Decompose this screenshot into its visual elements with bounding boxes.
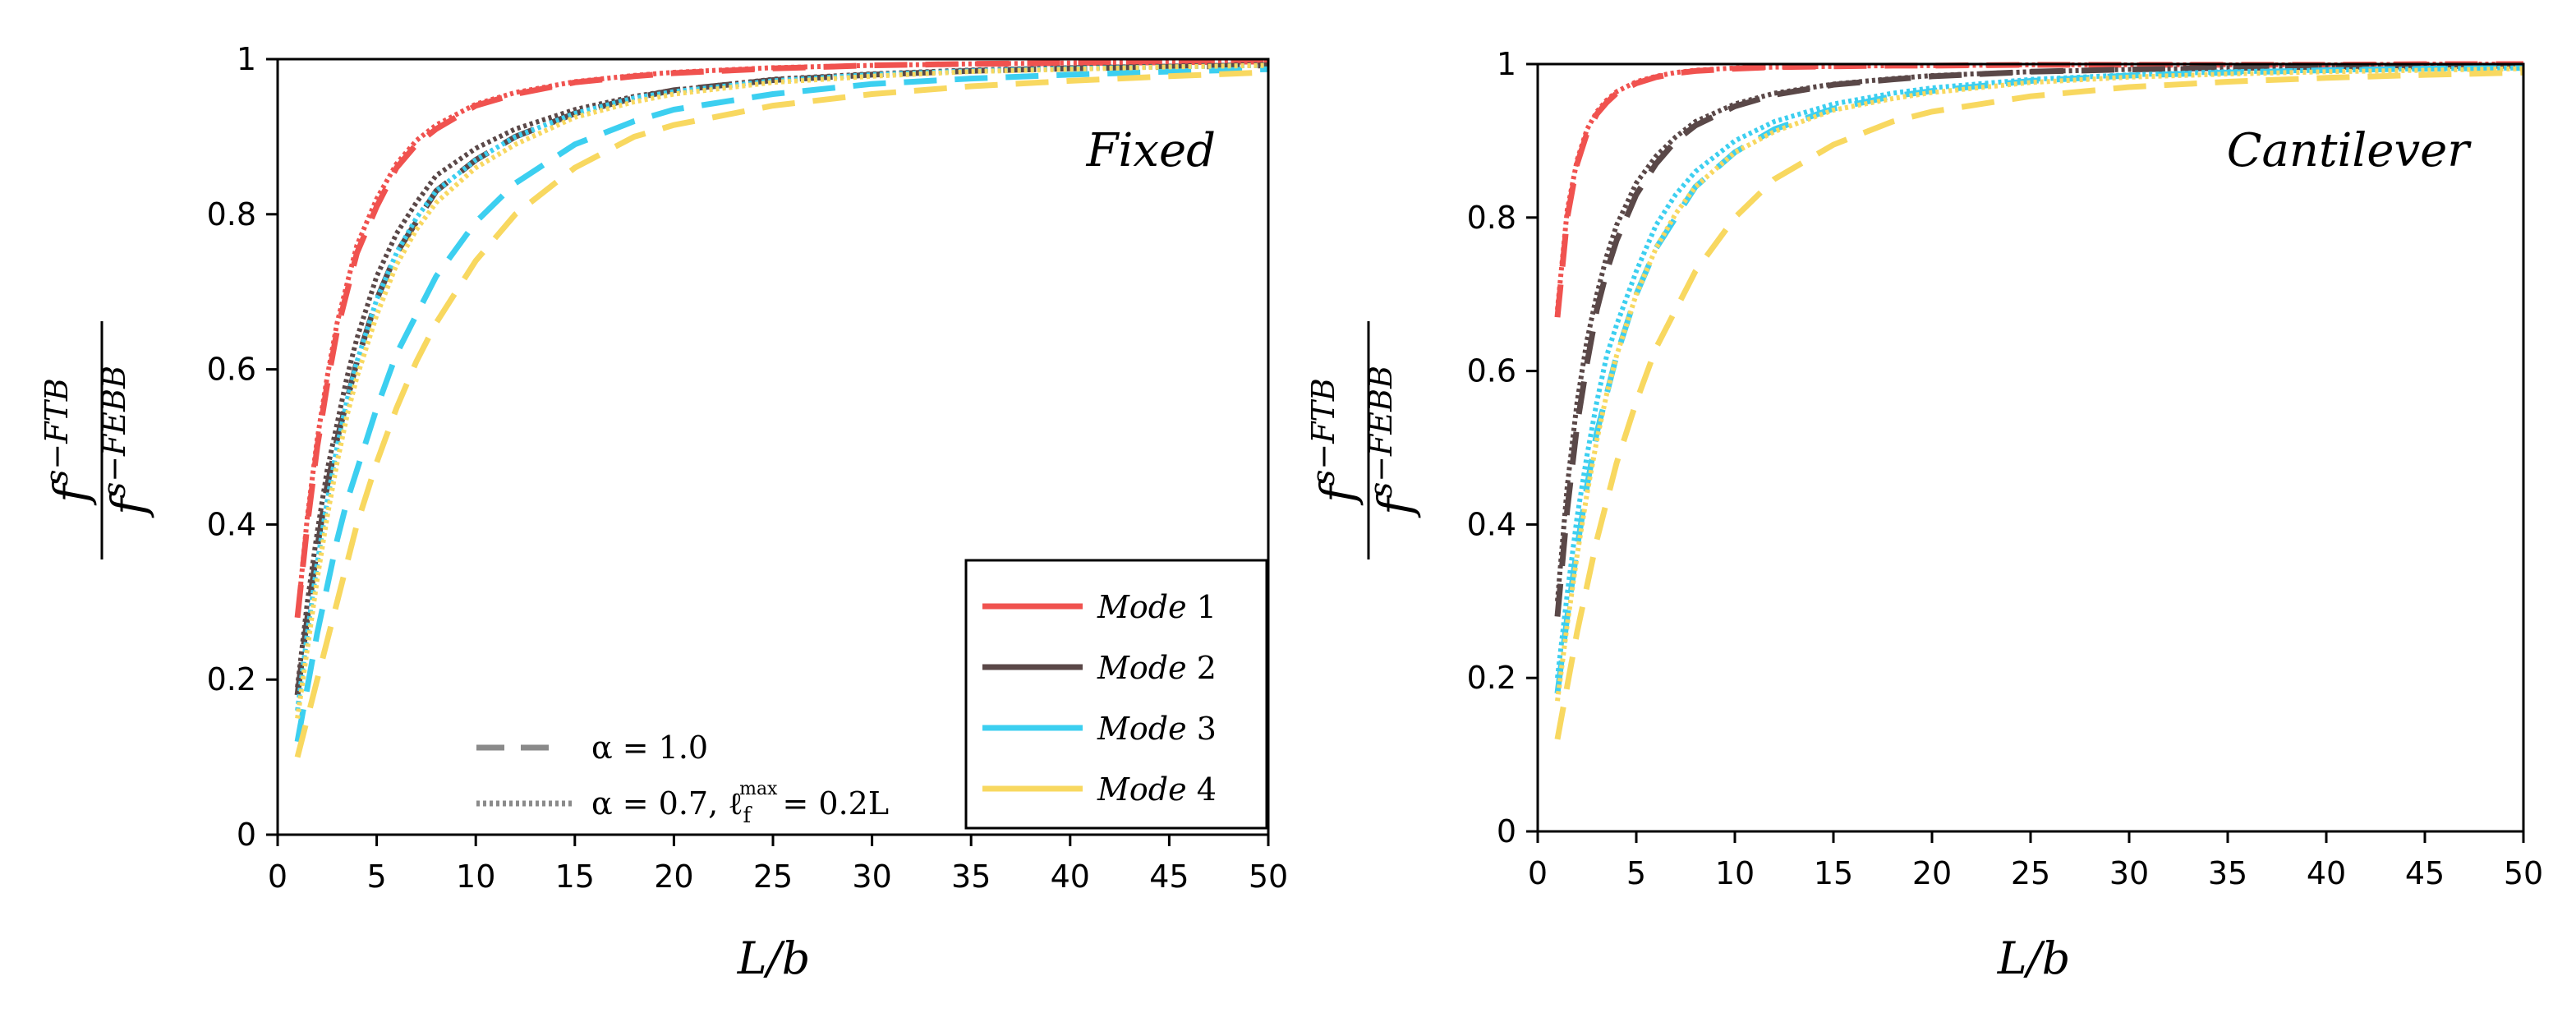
x-tick-label: 35 <box>951 859 991 895</box>
y-label-numerator: fs−FTB <box>39 378 99 506</box>
y-tick-label: 0.6 <box>1467 353 1516 389</box>
x-tick-label: 50 <box>2504 855 2543 891</box>
y-axis-label-fixed: fs−FTB fs−FEBB <box>39 321 156 559</box>
y-tick-label: 0.2 <box>207 661 256 697</box>
panel-fixed: 0 5 10 15 20 25 30 35 40 45 50 0 0.2 0.4 0.6 0.8 1 Fixed… <box>39 41 1288 984</box>
x-tick-label: 40 <box>1051 859 1090 895</box>
series-line-mode-2-dotted <box>1555 62 2524 602</box>
x-tick-label: 5 <box>367 859 387 895</box>
plot-fixed-frame <box>276 58 1270 836</box>
y-tick-label: 0.6 <box>207 352 256 388</box>
x-tick-label: 45 <box>2405 855 2445 891</box>
series-line-mode-3-dashed <box>294 66 1269 743</box>
y-tick-label: 1 <box>1497 46 1516 82</box>
x-tick-label: 10 <box>456 859 495 895</box>
panel-cantilever: 0 5 10 15 20 25 30 35 40 45 50 0 0.2 0.4 0.6 0.8 1 Canti… <box>1305 46 2543 984</box>
y-tick-label: 0 <box>237 817 256 853</box>
series-line-mode-2-dashed <box>1554 62 2524 617</box>
x-tick-label: 15 <box>1814 855 1853 891</box>
series-line-mode-4-dotted <box>1555 66 2524 702</box>
x-tick-label: 50 <box>1249 859 1288 895</box>
x-tick-label: 20 <box>1912 855 1952 891</box>
series-line-mode-4-dotted <box>295 62 1269 719</box>
y-tick-label: 1 <box>237 41 256 77</box>
series-line-mode-4-dashed <box>294 69 1269 758</box>
y-tick-label: 0.8 <box>1467 200 1516 236</box>
x-tick-label: 0 <box>268 859 288 895</box>
x-tick-label: 45 <box>1149 859 1189 895</box>
y-label-denominator: fs−FEBB <box>1363 366 1423 518</box>
x-axis-label-cantilever: L/b <box>1997 932 2071 984</box>
x-axis-label-fixed: L/b <box>737 932 811 984</box>
x-tick-label: 10 <box>1715 855 1755 891</box>
series-line-mode-1-dotted <box>295 58 1269 618</box>
legend-label-mode-2: Mode 2 <box>1097 650 1217 686</box>
legend-dotted-label: α = 0.7, ℓfmax = 0.2L <box>591 779 889 828</box>
series-line-mode-1-dashed <box>294 58 1269 619</box>
y-axis-label-cantilever: fs−FTB fs−FEBB <box>1305 321 1423 559</box>
y-label-denominator: fs−FEBB <box>96 366 156 518</box>
x-tick-label: 5 <box>1626 855 1646 891</box>
x-tick-label: 30 <box>2109 855 2149 891</box>
panel-title-cantilever: Cantilever <box>2227 124 2472 177</box>
plot-cantilever-ticks: 0 5 10 15 20 25 30 35 40 45 50 0 0.2 0.4 0.6 0.8 1 <box>1467 46 2544 891</box>
x-tick-label: 15 <box>555 859 595 895</box>
y-tick-label: 0.2 <box>1467 660 1516 696</box>
x-tick-label: 25 <box>753 859 793 895</box>
y-tick-label: 0 <box>1497 813 1516 849</box>
plot-fixed-series <box>294 58 1269 758</box>
plot-fixed-ticks: 0 5 10 15 20 25 30 35 40 45 50 0 0.2 0.4 0.6 0.8 1 <box>207 41 1289 895</box>
panel-title-fixed: Fixed <box>1086 124 1216 177</box>
legend-fixed: Mode 1 Mode 2 Mode 3 Mode 4 α = 1.0 α = 0.7… <box>476 559 1268 830</box>
legend-mode-entries: Mode 1 Mode 2 Mode 3 Mode 4 <box>982 589 1217 808</box>
x-tick-label: 25 <box>2011 855 2050 891</box>
x-tick-label: 0 <box>1528 855 1548 891</box>
legend-dashed-label: α = 1.0 <box>591 730 708 766</box>
legend-label-mode-3: Mode 3 <box>1097 711 1217 747</box>
x-tick-label: 35 <box>2208 855 2247 891</box>
legend-label-mode-4: Mode 4 <box>1097 771 1217 808</box>
x-tick-label: 40 <box>2307 855 2346 891</box>
series-line-mode-1-dotted <box>1555 62 2523 311</box>
series-line-mode-4-dashed <box>1554 69 2524 740</box>
y-label-numerator: fs−FTB <box>1305 378 1365 506</box>
series-line-mode-1-dashed <box>1554 61 2523 318</box>
x-tick-label: 20 <box>654 859 693 895</box>
plot-cantilever-frame <box>1536 62 2525 833</box>
x-tick-label: 30 <box>852 859 891 895</box>
y-tick-label: 0.4 <box>1467 506 1516 542</box>
y-tick-label: 0.4 <box>207 506 256 542</box>
legend-label-mode-1: Mode 1 <box>1097 589 1217 625</box>
y-tick-label: 0.8 <box>207 196 256 232</box>
